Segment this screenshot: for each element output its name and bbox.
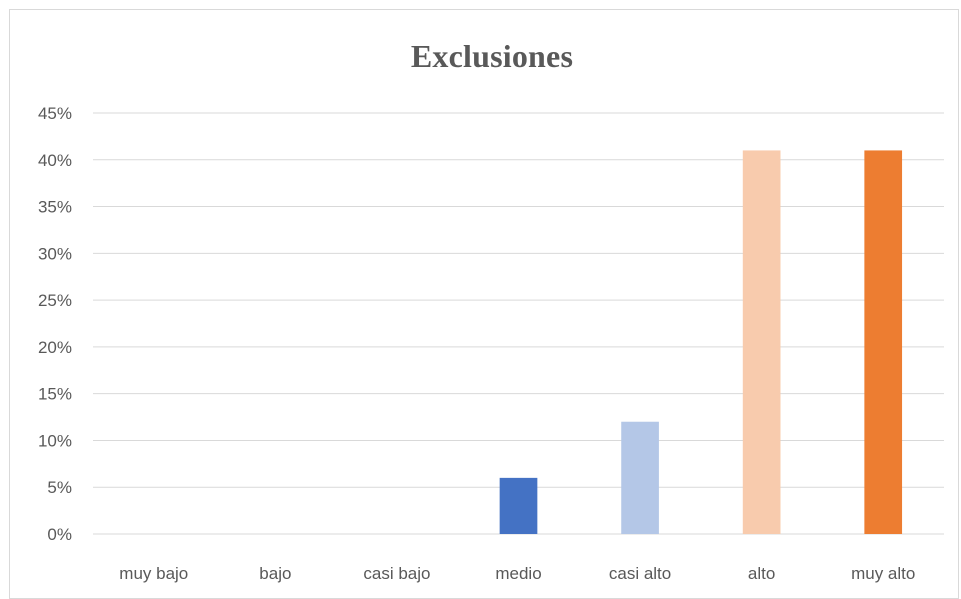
x-tick-label: bajo	[259, 564, 291, 583]
y-tick-label: 35%	[38, 198, 72, 217]
y-tick-label: 15%	[38, 385, 72, 404]
bars	[499, 150, 903, 534]
y-axis-ticks: 0% 5% 10% 15% 20% 25% 30% 35% 40% 45%	[38, 104, 72, 544]
y-tick-label: 25%	[38, 291, 72, 310]
bar-alto	[742, 150, 781, 534]
y-tick-label: 5%	[47, 478, 72, 497]
gridlines	[93, 112, 944, 535]
x-tick-label: casi alto	[609, 564, 671, 583]
x-tick-label: muy alto	[851, 564, 915, 583]
bar-chart: 0% 5% 10% 15% 20% 25% 30% 35% 40% 45% muy bajo baj…	[38, 104, 944, 583]
x-tick-label: muy bajo	[119, 564, 188, 583]
y-tick-label: 45%	[38, 104, 72, 123]
bar-medio	[499, 477, 538, 534]
chart-frame	[9, 9, 959, 599]
bar-casi-alto	[621, 421, 659, 534]
y-tick-label: 10%	[38, 431, 72, 450]
y-tick-label: 30%	[38, 244, 72, 263]
x-tick-label: alto	[748, 564, 775, 583]
y-tick-label: 20%	[38, 338, 72, 357]
x-tick-label: medio	[495, 564, 541, 583]
x-tick-label: casi bajo	[363, 564, 430, 583]
bar-muy-alto	[864, 150, 903, 534]
y-tick-label: 0%	[47, 525, 72, 544]
x-axis-ticks: muy bajo bajo casi bajo medio casi alto alto m…	[119, 564, 915, 583]
chart-title: Exclusiones	[410, 38, 574, 74]
y-tick-label: 40%	[38, 151, 72, 170]
